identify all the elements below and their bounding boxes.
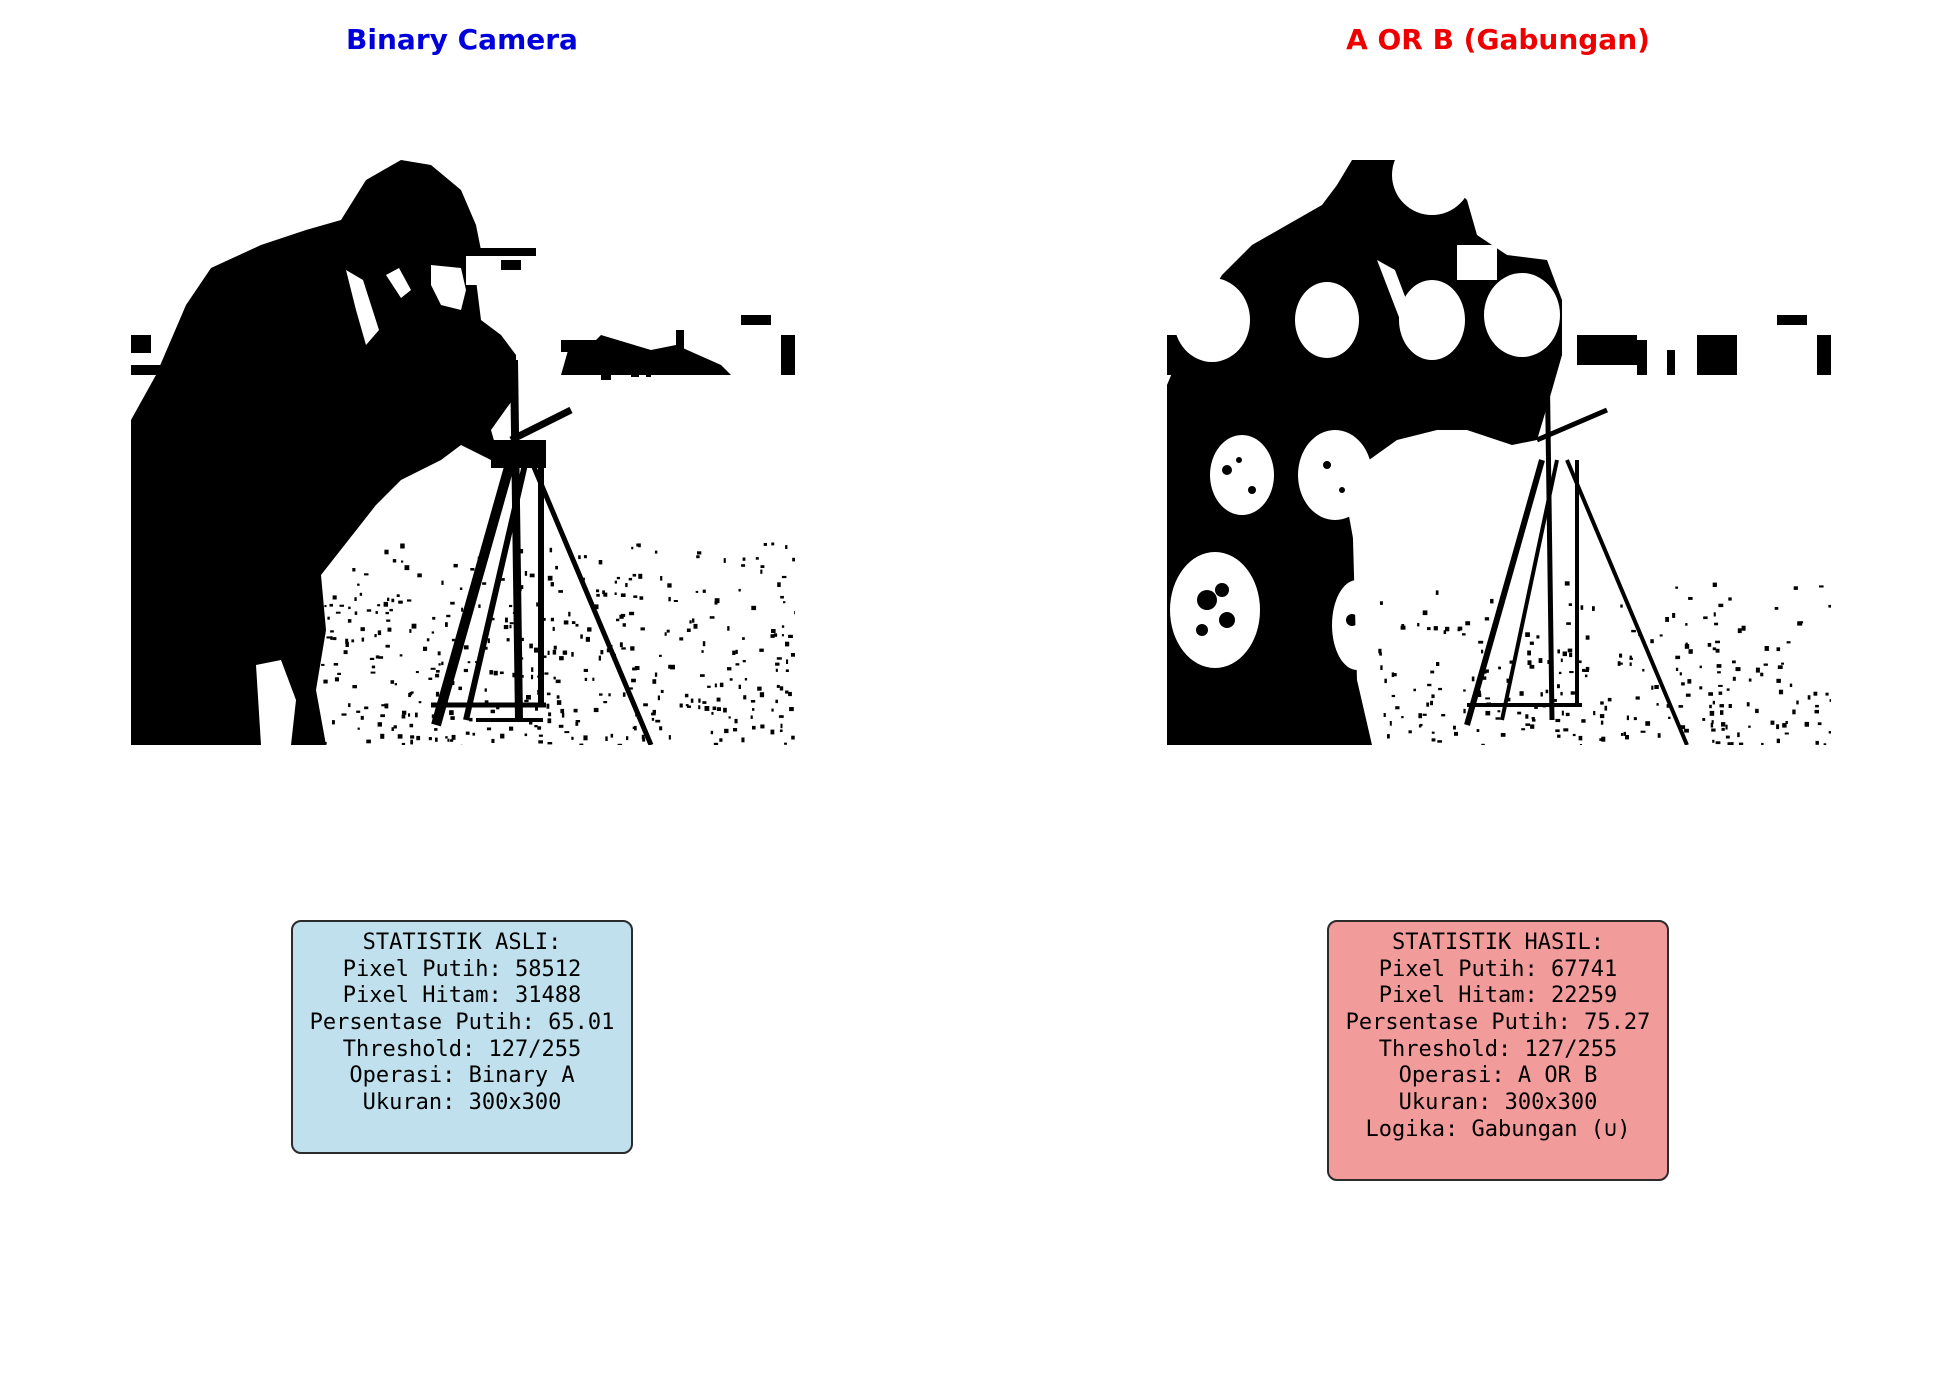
stats-heading: STATISTIK ASLI: (362, 930, 562, 955)
stats-line: Logika: Gabungan (∪) (1365, 1116, 1631, 1142)
stats-line: Operasi: A OR B (1398, 1063, 1598, 1089)
stats-line: Threshold: 127/255 (342, 1036, 582, 1062)
stats-line: Ukuran: 300x300 (1398, 1090, 1598, 1116)
stats-heading: STATISTIK HASIL: (1392, 930, 1604, 955)
left-panel-title: Binary Camera (346, 23, 578, 56)
stats-line: Persentase Putih: 65.01 (309, 1010, 615, 1036)
stats-line: Pixel Putih: 67741 (1378, 956, 1618, 982)
stats-line: Threshold: 127/255 (1378, 1036, 1618, 1062)
binary-camera-graphic (131, 160, 795, 745)
or-result-image (1167, 160, 1831, 745)
stats-line: Pixel Putih: 58512 (342, 956, 582, 982)
result-stats-box: STATISTIK HASIL: Pixel Putih: 67741 Pixe… (1327, 920, 1669, 1181)
right-panel-title: A OR B (Gabungan) (1346, 23, 1650, 56)
stats-line: Ukuran: 300x300 (362, 1090, 562, 1116)
original-stats-box: STATISTIK ASLI: Pixel Putih: 58512 Pixel… (291, 920, 633, 1154)
binary-camera-image (131, 160, 795, 745)
stats-line: Pixel Hitam: 22259 (1378, 983, 1618, 1009)
stats-line: Persentase Putih: 75.27 (1345, 1010, 1651, 1036)
stats-line: Operasi: Binary A (349, 1063, 575, 1089)
or-result-graphic (1167, 160, 1831, 745)
stats-line: Pixel Hitam: 31488 (342, 983, 582, 1009)
